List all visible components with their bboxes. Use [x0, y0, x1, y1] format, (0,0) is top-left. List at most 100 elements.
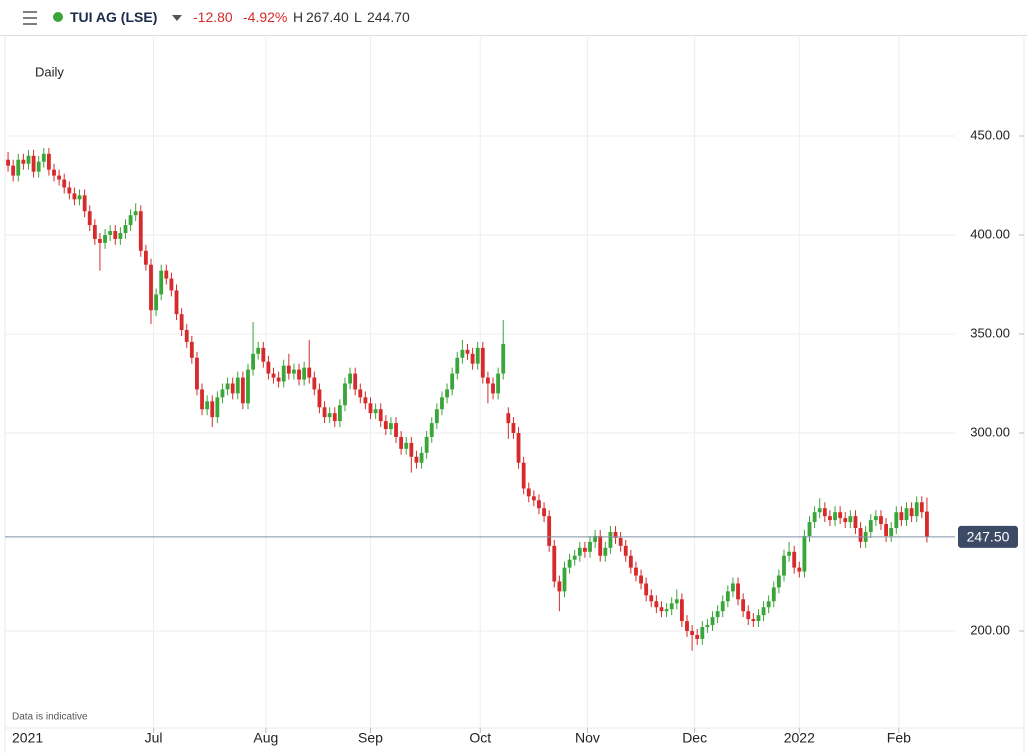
- candle-body: [184, 330, 189, 342]
- candle-body: [669, 603, 674, 610]
- candle-body: [685, 621, 689, 631]
- candle-body: [782, 555, 786, 576]
- candle-body: [588, 541, 592, 552]
- y-tick-label: 200.00: [970, 622, 1010, 637]
- candle-body: [741, 599, 746, 612]
- x-tick-label: Feb: [887, 730, 911, 746]
- change-pct: -4.92%: [243, 9, 288, 25]
- candle-body: [634, 567, 638, 576]
- candle-body: [582, 547, 587, 552]
- x-tick-label: Jul: [145, 730, 163, 746]
- candle-body: [149, 264, 153, 311]
- candle-body: [246, 369, 250, 404]
- disclaimer: Data is indicative: [12, 712, 88, 723]
- candle-body: [516, 432, 521, 463]
- candle-body: [725, 591, 730, 602]
- candle-body: [92, 225, 97, 239]
- candle-body: [292, 369, 296, 374]
- candle-body: [82, 195, 87, 212]
- candle-body: [909, 508, 914, 517]
- candle-body: [822, 508, 827, 517]
- menu-icon[interactable]: [22, 10, 42, 26]
- candle-body: [715, 611, 720, 618]
- candle-body: [26, 155, 31, 164]
- candle-body: [67, 187, 72, 194]
- candle-body: [746, 611, 751, 620]
- candle-body: [776, 575, 781, 588]
- dropdown-arrow[interactable]: [171, 13, 183, 23]
- x-tick-label: 2021: [12, 730, 43, 746]
- candle-body: [623, 545, 628, 556]
- candle-body: [542, 508, 546, 517]
- candle-body: [159, 270, 164, 295]
- y-tick-label: 450.00: [970, 127, 1010, 142]
- x-tick-label: Dec: [682, 730, 707, 746]
- candle-body: [286, 365, 291, 374]
- y-tick-label: 300.00: [970, 424, 1010, 439]
- candle-body: [562, 567, 567, 592]
- candle-body: [833, 512, 837, 521]
- candle-body: [751, 619, 756, 622]
- candle-body: [179, 314, 184, 331]
- candle-body: [649, 595, 654, 602]
- candle-body: [332, 413, 337, 422]
- candle-body: [358, 389, 363, 398]
- candle-body: [327, 413, 332, 418]
- candle-body: [695, 634, 700, 639]
- symbol[interactable]: TUI AG (LSE): [70, 9, 158, 25]
- candle-body: [348, 373, 352, 384]
- candle-body: [394, 423, 398, 437]
- candle-body: [664, 609, 669, 612]
- candle-body: [690, 630, 695, 635]
- candle-body: [271, 373, 276, 378]
- candle-body: [36, 161, 41, 172]
- candle-body: [261, 347, 266, 362]
- candle-body: [113, 231, 118, 239]
- candle-body: [240, 377, 245, 404]
- candle-body: [353, 373, 358, 390]
- candle-body: [480, 347, 485, 378]
- candle-body: [72, 193, 77, 200]
- candle-body: [460, 349, 465, 358]
- candle-body: [577, 547, 582, 556]
- candle-body: [383, 421, 388, 430]
- candle-body: [195, 357, 199, 390]
- candle-body: [297, 369, 301, 380]
- candle-body: [399, 436, 404, 449]
- candle-body: [52, 169, 56, 176]
- candle-body: [169, 278, 174, 291]
- candle-body: [470, 353, 475, 364]
- last-price-label: 247.50: [967, 529, 1010, 545]
- candle-body: [894, 512, 899, 529]
- candle-body: [41, 153, 46, 162]
- candle-body: [302, 367, 307, 380]
- candle-body: [475, 347, 480, 364]
- candle-body: [848, 516, 853, 523]
- candle-body: [440, 397, 444, 410]
- candle-body: [205, 401, 210, 410]
- candle-body: [720, 601, 725, 612]
- candle-body: [57, 175, 62, 180]
- candle-body: [853, 516, 858, 529]
- candle-body: [526, 488, 531, 497]
- candle-body: [485, 377, 490, 384]
- x-tick-label: Sep: [358, 730, 383, 746]
- candle-body: [613, 531, 618, 538]
- candle-body: [210, 401, 215, 418]
- candle-body: [276, 377, 281, 382]
- y-tick-label: 350.00: [970, 325, 1010, 340]
- candle-body: [419, 452, 424, 463]
- candle-body: [143, 250, 148, 265]
- candle-body: [429, 423, 434, 437]
- candle-body: [501, 343, 506, 374]
- candle-body: [424, 436, 429, 453]
- candle-body: [511, 423, 516, 433]
- candle-body: [817, 508, 822, 513]
- candle-body: [373, 409, 378, 414]
- candle-body: [756, 615, 761, 622]
- candle-body: [378, 409, 383, 422]
- candle-body: [491, 383, 495, 394]
- candle-body: [843, 518, 848, 523]
- candle-body: [537, 500, 541, 509]
